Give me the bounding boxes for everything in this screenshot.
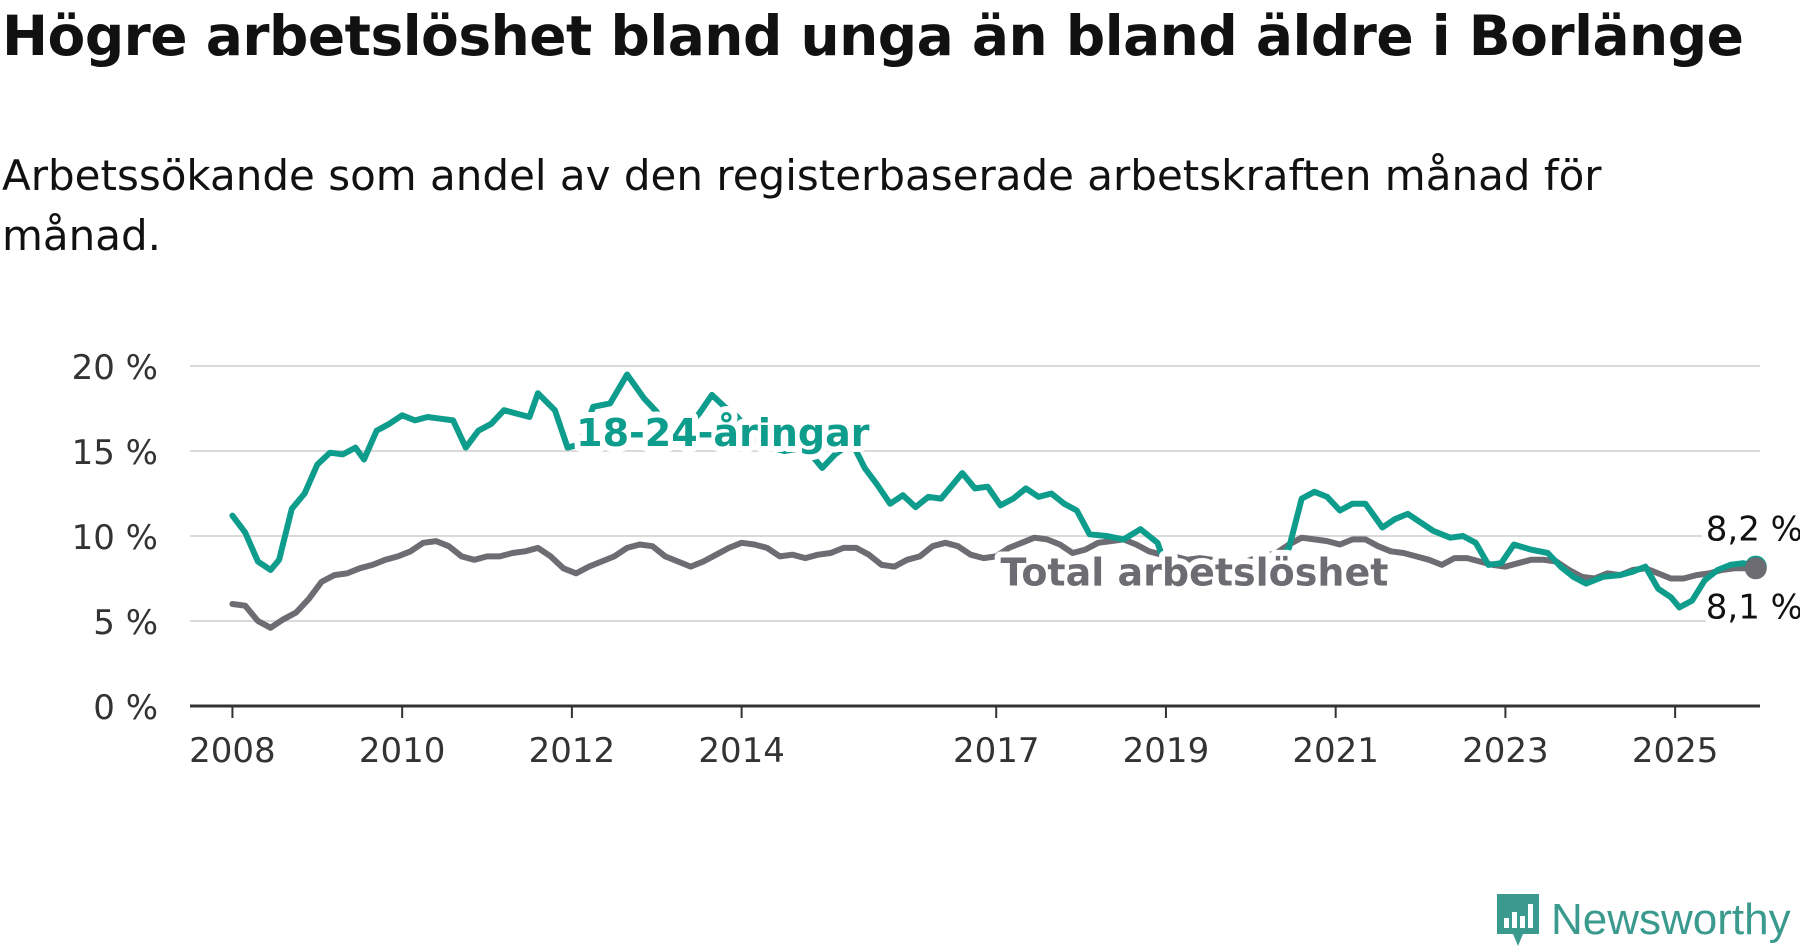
x-tick-label: 2019 — [1123, 731, 1210, 771]
series-label-youth: 18-24-åringar — [576, 411, 870, 455]
y-tick-label: 10 % — [72, 518, 158, 558]
x-tick-label: 2021 — [1292, 731, 1379, 771]
axes: 0 % 5 % 10 % 15 % 20 % 2008 2010 2012 2014 2017 20… — [72, 348, 1760, 771]
y-tick-label: 5 % — [93, 603, 158, 643]
x-tick-label: 2012 — [529, 731, 616, 771]
end-label-youth: 8,2 % — [1706, 510, 1800, 550]
x-tick-label: 2023 — [1462, 731, 1549, 771]
chart-title: Högre arbetslöshet bland unga än bland ä… — [2, 4, 1744, 68]
end-label-total: 8,1 % — [1706, 587, 1800, 627]
series-lines — [229, 371, 1767, 631]
x-tick-label: 2025 — [1632, 731, 1719, 771]
x-tick-label: 2010 — [359, 731, 446, 771]
y-tick-label: 0 % — [93, 688, 158, 728]
series-labels: 18-24-åringar Total arbetslöshet 8,2 % 8,1 … — [570, 405, 1800, 633]
newsworthy-logo-icon — [1497, 894, 1539, 946]
series-label-total: Total arbetslöshet — [1000, 550, 1388, 594]
y-tick-label: 20 % — [72, 348, 158, 388]
newsworthy-logo: Newsworthy — [1493, 888, 1791, 952]
y-tick-label: 15 % — [72, 433, 158, 473]
x-tick-label: 2014 — [698, 731, 785, 771]
x-tick-label: 2008 — [189, 731, 276, 771]
series-line-1 — [229, 534, 1759, 631]
chart-subtitle: Arbetssökande som andel av den registerb… — [2, 151, 1602, 260]
series-line-0 — [229, 371, 1759, 611]
logo-text: Newsworthy — [1551, 895, 1791, 944]
x-tick-label: 2017 — [953, 731, 1040, 771]
end-point-marker-1 — [1744, 557, 1767, 580]
grid-lines — [190, 365, 1760, 622]
